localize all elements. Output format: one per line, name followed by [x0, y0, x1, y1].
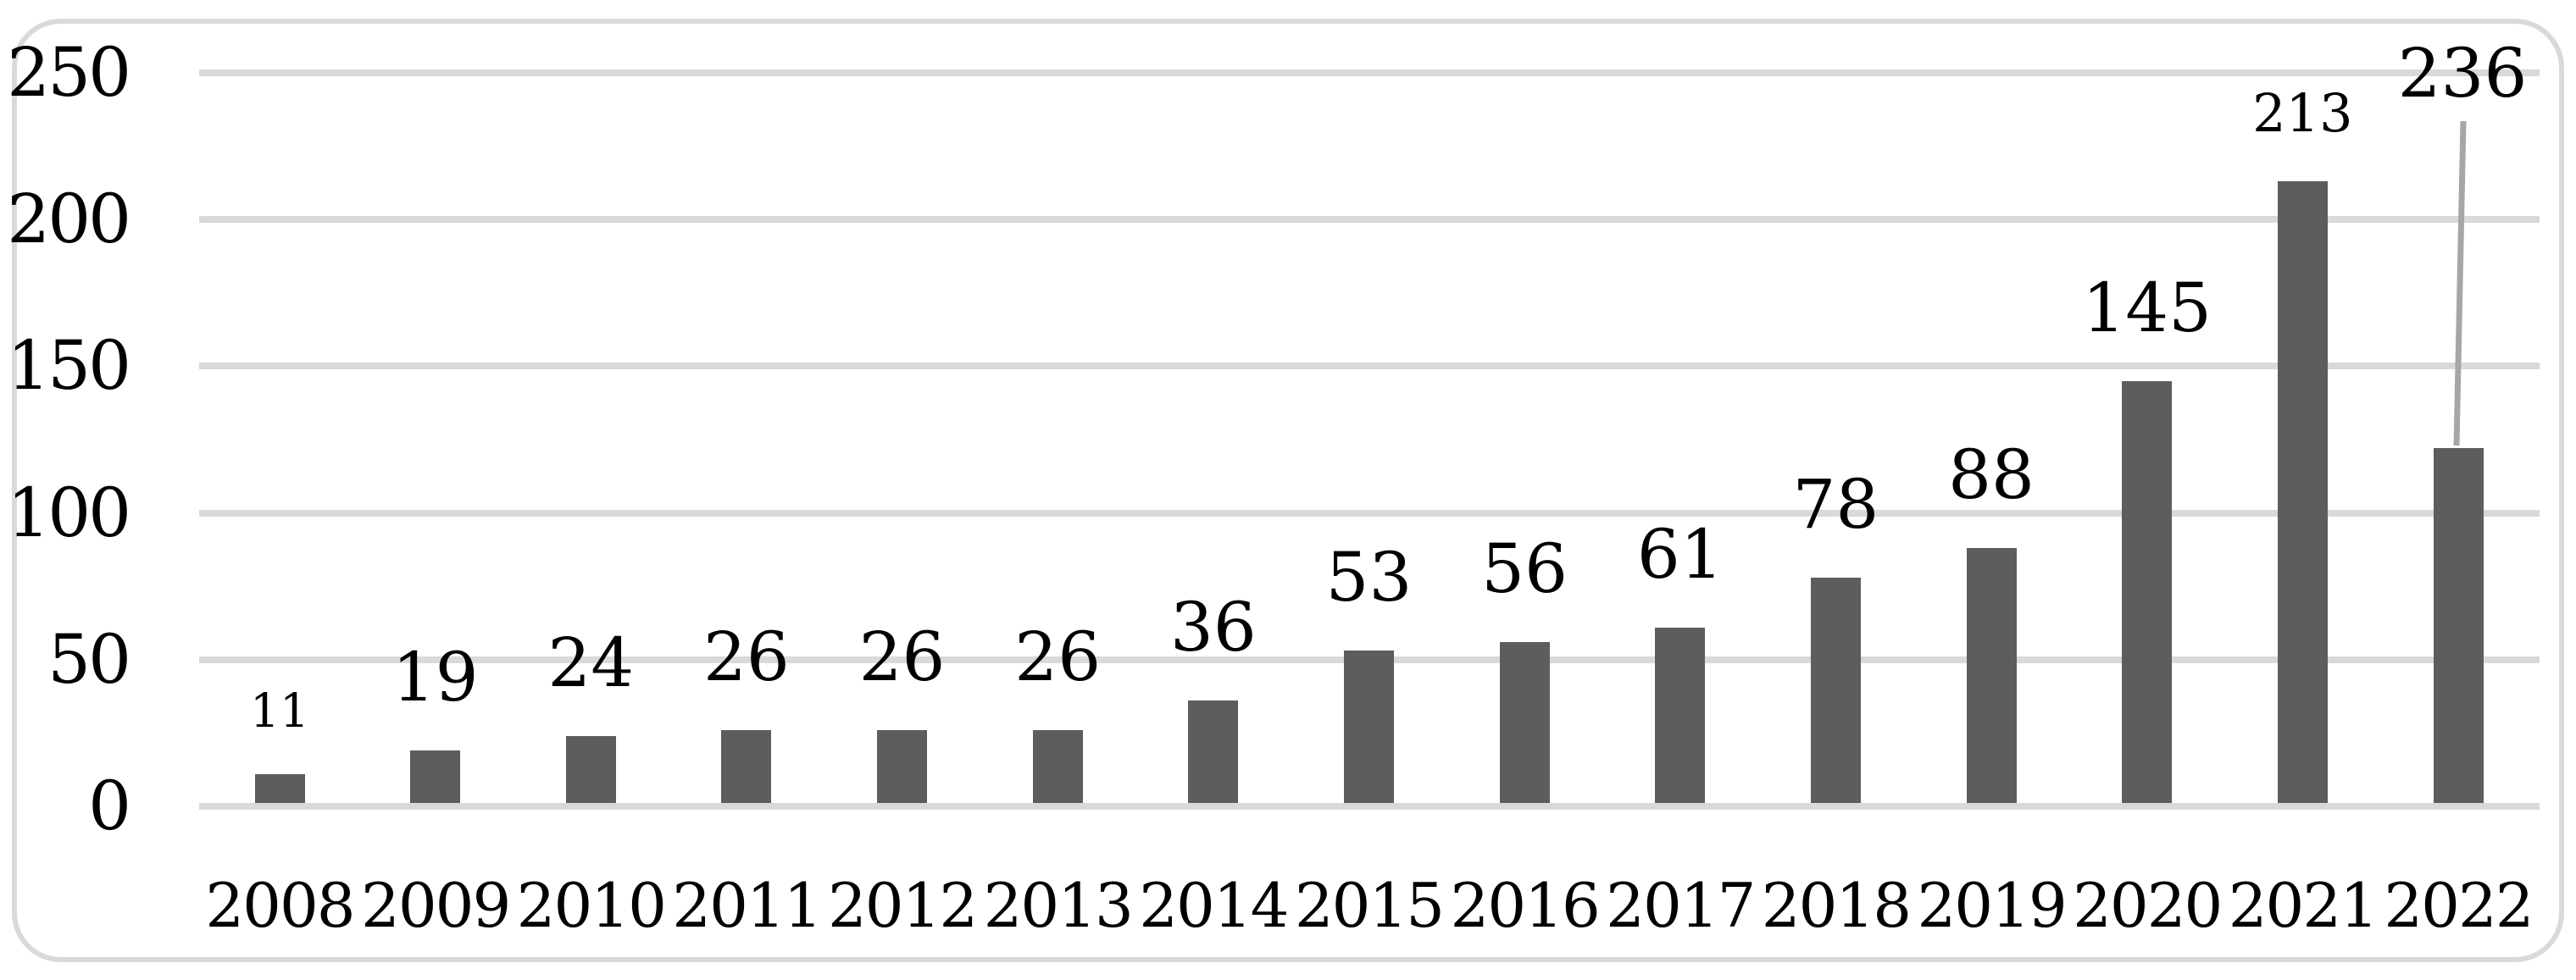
- bar-2015: [1344, 651, 1394, 803]
- bar-2013: [1032, 729, 1083, 803]
- bar-2012: [877, 729, 928, 803]
- data-label-2021: 213: [2252, 82, 2353, 145]
- data-label-2017: 61: [1636, 514, 1724, 594]
- data-label-2014: 36: [1169, 588, 1257, 667]
- x-axis-tick-2009: 2009: [361, 870, 511, 941]
- bar-2014: [1188, 700, 1239, 803]
- x-axis-tick-2018: 2018: [1761, 870, 1912, 941]
- data-label-2013: 26: [1014, 617, 1102, 696]
- bar-2018: [1810, 577, 1861, 803]
- y-axis-tick-150: 150: [7, 326, 131, 406]
- bar-2022: [2433, 448, 2484, 803]
- data-label-2011: 26: [703, 617, 790, 696]
- data-label-2018: 78: [1792, 464, 1879, 544]
- gridline-y200: [199, 216, 2540, 224]
- data-label-2016: 56: [1481, 529, 1568, 609]
- x-axis-tick-2021: 2021: [2228, 870, 2379, 941]
- y-axis-tick-50: 50: [47, 619, 131, 699]
- bar-2010: [565, 735, 616, 803]
- x-axis-tick-2019: 2019: [1917, 870, 2067, 941]
- gridline-y250: [199, 69, 2540, 76]
- gridline-y150: [199, 363, 2540, 370]
- data-label-2009: 19: [391, 638, 479, 717]
- data-label-2022: 236: [2397, 34, 2528, 113]
- x-axis-tick-2020: 2020: [2073, 870, 2223, 941]
- x-axis-tick-2010: 2010: [516, 870, 667, 941]
- bar-2009: [410, 750, 461, 803]
- bar-2019: [1966, 548, 2017, 803]
- x-axis-tick-2011: 2011: [672, 870, 822, 941]
- bar-2008: [254, 773, 305, 803]
- data-label-2019: 88: [1948, 435, 2035, 515]
- data-label-2008: 11: [250, 684, 309, 739]
- x-axis-tick-2008: 2008: [205, 870, 355, 941]
- x-axis-tick-2013: 2013: [983, 870, 1134, 941]
- x-axis-tick-2015: 2015: [1294, 870, 1445, 941]
- data-label-2020: 145: [2082, 268, 2212, 347]
- gridline-y100: [199, 509, 2540, 517]
- chart-frame: [12, 19, 2564, 962]
- y-axis-tick-0: 0: [88, 767, 131, 845]
- bar-2021: [2277, 181, 2328, 803]
- x-axis-tick-2017: 2017: [1606, 870, 1756, 941]
- data-label-2010: 24: [547, 623, 635, 702]
- x-axis-tick-2022: 2022: [2384, 870, 2534, 941]
- x-axis-tick-2012: 2012: [827, 870, 978, 941]
- y-axis-tick-250: 250: [7, 33, 131, 112]
- gridline-y0: [199, 803, 2540, 810]
- data-label-2015: 53: [1325, 538, 1413, 617]
- y-axis-tick-100: 100: [7, 473, 131, 552]
- bar-2020: [2122, 380, 2173, 803]
- bar-2016: [1499, 642, 1550, 803]
- x-axis-tick-2016: 2016: [1450, 870, 1601, 941]
- data-label-2012: 26: [858, 617, 946, 696]
- y-axis-tick-200: 200: [7, 180, 131, 259]
- bar-2017: [1655, 627, 1706, 803]
- bar-2011: [721, 729, 772, 803]
- x-axis-tick-2014: 2014: [1139, 870, 1289, 941]
